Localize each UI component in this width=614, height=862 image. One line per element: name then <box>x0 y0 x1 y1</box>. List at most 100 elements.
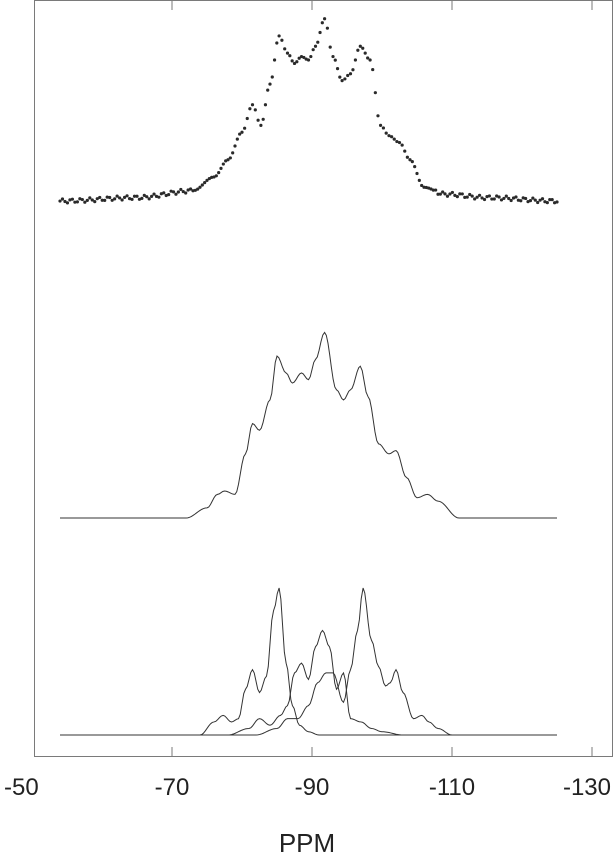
data-point <box>390 135 394 139</box>
component-line-2 <box>60 629 557 736</box>
data-point <box>548 198 552 202</box>
data-point <box>250 103 255 107</box>
data-point <box>436 192 440 196</box>
data-point <box>65 201 70 205</box>
data-point <box>184 191 188 195</box>
data-point <box>379 123 383 127</box>
data-point <box>176 190 180 194</box>
data-point <box>186 188 190 192</box>
data-point <box>371 67 375 72</box>
data-point <box>335 67 340 71</box>
data-point <box>387 134 391 138</box>
data-point <box>333 58 337 62</box>
data-point <box>470 194 474 198</box>
data-point <box>381 126 385 130</box>
data-point <box>458 192 462 196</box>
data-point <box>528 199 533 203</box>
data-point <box>511 196 516 200</box>
data-point <box>495 194 499 198</box>
component-line-3 <box>60 587 557 736</box>
data-point <box>514 195 518 199</box>
data-point <box>98 195 102 200</box>
data-point <box>313 44 318 48</box>
data-point <box>221 162 225 166</box>
data-point <box>80 197 84 202</box>
data-point <box>240 130 244 134</box>
data-point <box>132 194 137 198</box>
data-point <box>256 118 260 122</box>
data-point <box>533 198 537 202</box>
data-point <box>316 40 320 44</box>
data-point <box>306 58 311 62</box>
data-point <box>346 73 350 78</box>
data-point <box>73 200 77 204</box>
data-point <box>431 188 435 192</box>
data-point <box>113 197 117 201</box>
data-point <box>356 48 360 52</box>
data-point <box>108 195 112 200</box>
data-point <box>140 196 144 200</box>
data-point <box>392 137 396 141</box>
data-point <box>150 194 154 198</box>
data-point <box>103 198 107 202</box>
data-point <box>110 198 114 202</box>
data-point <box>490 197 494 201</box>
data-point <box>154 194 159 198</box>
data-point <box>297 56 301 60</box>
data-point <box>521 196 525 200</box>
data-point <box>477 193 482 197</box>
data-point <box>516 198 520 202</box>
data-point <box>543 200 547 204</box>
data-point <box>465 195 469 199</box>
data-point <box>422 185 426 189</box>
data-point <box>415 171 419 176</box>
data-point <box>235 137 239 141</box>
data-point <box>88 196 92 200</box>
data-point <box>248 107 252 111</box>
data-point <box>85 198 89 202</box>
data-point <box>328 45 332 49</box>
x-tick-label: -90 <box>295 774 330 801</box>
data-point <box>403 149 407 153</box>
series-layer <box>58 17 559 736</box>
data-point <box>395 139 399 144</box>
x-tick-label: -110 <box>429 774 475 801</box>
data-point <box>480 196 484 200</box>
data-point <box>555 200 559 204</box>
data-point <box>331 54 335 59</box>
data-point <box>492 197 496 201</box>
data-point <box>420 183 424 188</box>
data-point <box>164 193 168 198</box>
data-point <box>468 192 472 197</box>
data-point <box>460 192 464 196</box>
data-point <box>171 190 176 194</box>
data-point <box>363 51 367 55</box>
data-point <box>200 183 204 187</box>
data-point <box>63 199 67 204</box>
data-point <box>325 26 329 30</box>
data-point <box>540 197 545 201</box>
data-point <box>203 181 207 185</box>
data-point <box>473 197 477 201</box>
data-point <box>410 160 414 164</box>
x-axis-title: PPM <box>279 828 335 858</box>
data-point <box>270 75 274 79</box>
data-point <box>219 166 223 170</box>
data-point <box>157 195 161 199</box>
data-point <box>376 114 380 118</box>
data-point <box>142 193 146 197</box>
data-point <box>445 194 450 198</box>
data-point <box>295 60 299 64</box>
data-point <box>181 189 185 194</box>
data-point <box>475 195 479 199</box>
data-point <box>408 158 412 162</box>
data-point <box>485 195 489 199</box>
data-point <box>115 194 119 198</box>
data-point <box>526 200 530 204</box>
data-point <box>384 131 388 135</box>
data-point <box>482 197 487 202</box>
x-tick-label: -130 <box>563 774 611 801</box>
data-point <box>368 58 372 62</box>
data-point <box>397 140 402 145</box>
data-point <box>145 195 149 199</box>
